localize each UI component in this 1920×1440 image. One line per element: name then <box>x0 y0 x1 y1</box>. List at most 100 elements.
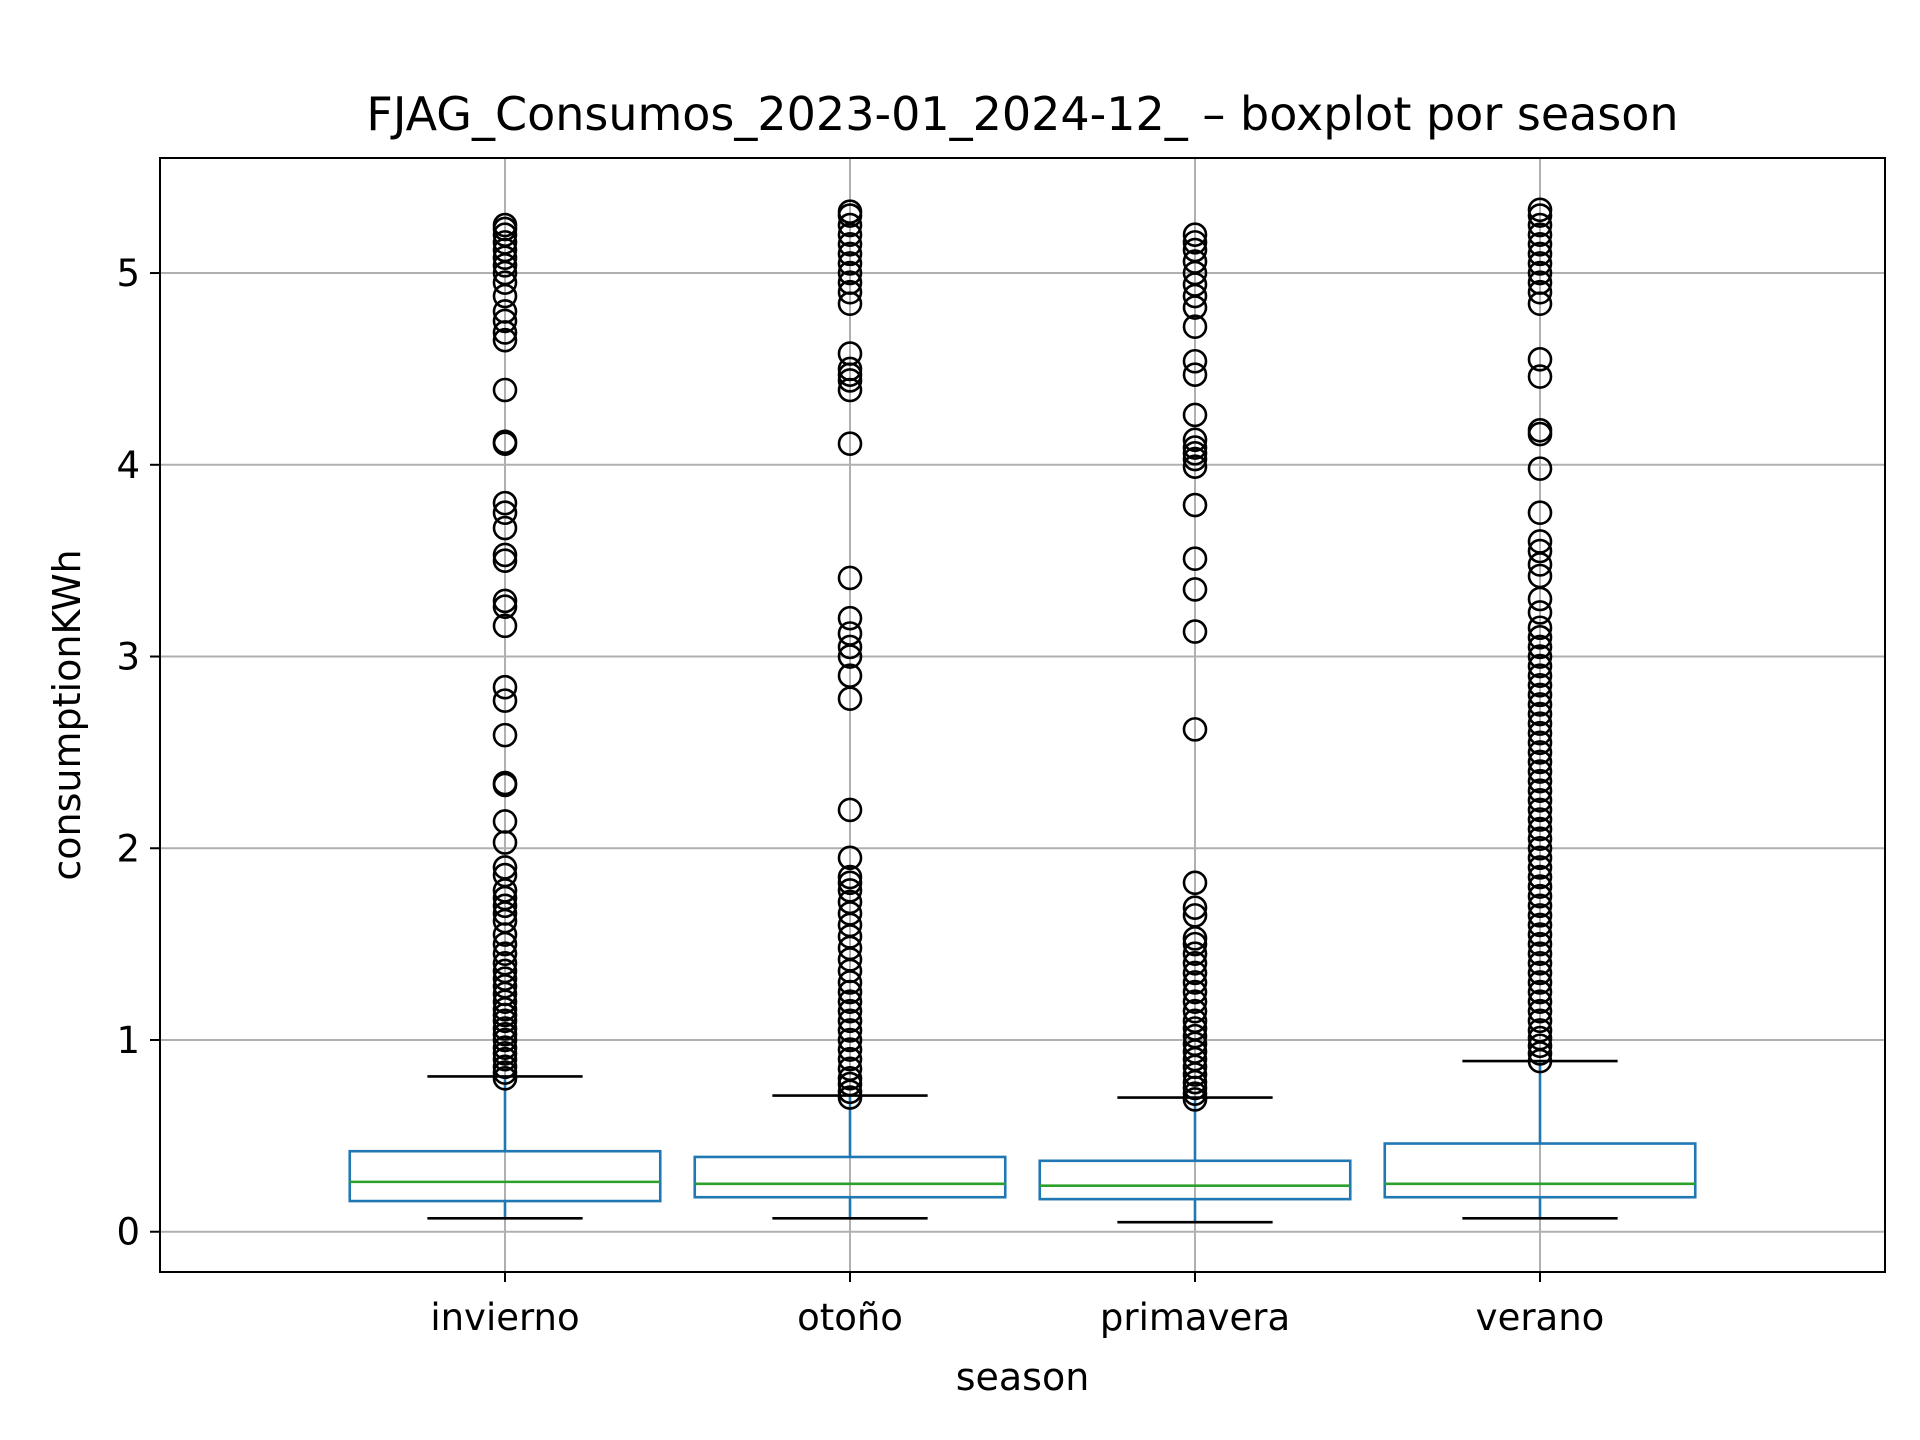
outlier-point <box>1527 740 1553 765</box>
outlier-point <box>1527 600 1553 625</box>
outlier-point <box>492 1060 518 1085</box>
outlier-point <box>837 1071 863 1097</box>
outlier-point <box>1527 951 1553 976</box>
outlier-point <box>1182 989 1208 1014</box>
iqr-box <box>1038 1159 1352 1201</box>
outlier-point <box>1527 270 1553 295</box>
outlier-point <box>837 1018 863 1043</box>
outlier-point <box>492 500 518 526</box>
outlier-point <box>1527 931 1553 957</box>
outlier-point <box>1182 931 1208 957</box>
outlier-point <box>1527 960 1553 986</box>
outlier-point <box>1527 347 1553 372</box>
outlier-point <box>1182 951 1208 976</box>
outlier-point <box>1182 435 1208 460</box>
outlier-point <box>837 251 863 276</box>
outlier-point <box>1527 883 1553 909</box>
outlier-point <box>1527 874 1553 899</box>
outlier-point <box>837 864 863 890</box>
outlier-point <box>1527 701 1553 727</box>
outlier-point <box>1527 500 1553 526</box>
outlier-point <box>1182 237 1208 263</box>
outlier-point <box>1527 730 1553 756</box>
outlier-point <box>492 855 518 880</box>
box-group-primavera <box>1038 222 1352 1224</box>
outlier-point <box>492 1027 518 1053</box>
outlier-point <box>1182 1023 1208 1049</box>
outlier-point <box>1527 711 1553 736</box>
outlier-point <box>837 634 863 660</box>
outlier-point <box>492 1046 518 1072</box>
x-tick-label: primavera <box>1100 1296 1290 1339</box>
outlier-point <box>837 1056 863 1082</box>
outlier-point <box>492 1008 518 1034</box>
outlier-point <box>1182 454 1208 479</box>
outlier-point <box>1527 456 1553 481</box>
outlier-point <box>1527 625 1553 650</box>
iqr-box <box>693 1155 1007 1199</box>
y-tick-label: 2 <box>116 827 140 870</box>
outlier-point <box>492 966 518 991</box>
outlier-point <box>1527 970 1553 995</box>
outlier-point <box>837 1008 863 1034</box>
outlier-point <box>1527 979 1553 1005</box>
outlier-point <box>492 1016 518 1041</box>
y-tick-label: 5 <box>116 252 140 295</box>
outlier-point <box>1527 720 1553 746</box>
outlier-point <box>492 1035 518 1060</box>
outlier-point <box>1182 1008 1208 1034</box>
outlier-point <box>492 490 518 516</box>
outlier-point <box>837 260 863 286</box>
outlier-point <box>1182 1016 1208 1041</box>
outlier-point <box>1527 212 1553 238</box>
y-tick-label: 0 <box>116 1211 140 1254</box>
outlier-point <box>1527 989 1553 1014</box>
outlier-point <box>1527 529 1553 554</box>
outlier-point <box>492 270 518 295</box>
y-tick-label: 1 <box>116 1019 140 1062</box>
outlier-point <box>492 588 518 614</box>
outlier-point <box>1527 279 1553 305</box>
outlier-point <box>837 231 863 257</box>
outlier-point <box>1182 222 1208 247</box>
plot-frame <box>159 157 1886 1273</box>
outlier-point <box>1527 231 1553 257</box>
outlier-point <box>1182 717 1208 742</box>
outlier-point <box>492 594 518 619</box>
outlier-point <box>1182 619 1208 644</box>
outlier-point <box>1527 941 1553 967</box>
outlier-point <box>837 797 863 823</box>
outlier-point <box>492 809 518 834</box>
outlier-point <box>837 431 863 456</box>
outlier-point <box>1527 663 1553 688</box>
outlier-point <box>1182 941 1208 967</box>
outlier-point <box>837 1066 863 1091</box>
x-axis-label: season <box>956 1355 1090 1399</box>
outlier-point <box>1182 249 1208 274</box>
outlier-point <box>1527 692 1553 717</box>
outlier-point <box>492 429 518 455</box>
outlier-point <box>1527 260 1553 286</box>
outlier-point <box>1527 251 1553 276</box>
outlier-point <box>492 770 518 796</box>
outlier-point <box>837 565 863 591</box>
outlier-point <box>1527 998 1553 1024</box>
box-group-invierno <box>348 212 662 1220</box>
outlier-point <box>837 279 863 305</box>
outlier-point <box>837 212 863 238</box>
outlier-point <box>1182 446 1208 472</box>
outlier-point <box>1527 759 1553 784</box>
outlier-point <box>1182 979 1208 1005</box>
outlier-point <box>1182 402 1208 428</box>
outlier-point <box>837 1027 863 1053</box>
outlier-point <box>492 212 518 238</box>
chart-title: FJAG_Consumos_2023-01_2024-12_ – boxplot… <box>366 87 1678 141</box>
outlier-point <box>837 199 863 224</box>
box-group-verano <box>1383 197 1697 1220</box>
outlier-point <box>1527 749 1553 775</box>
outlier-point <box>1182 960 1208 986</box>
outlier-point <box>1182 903 1208 928</box>
outlier-point <box>1527 653 1553 679</box>
x-tick-label: otoño <box>797 1296 903 1339</box>
outlier-point <box>837 270 863 295</box>
